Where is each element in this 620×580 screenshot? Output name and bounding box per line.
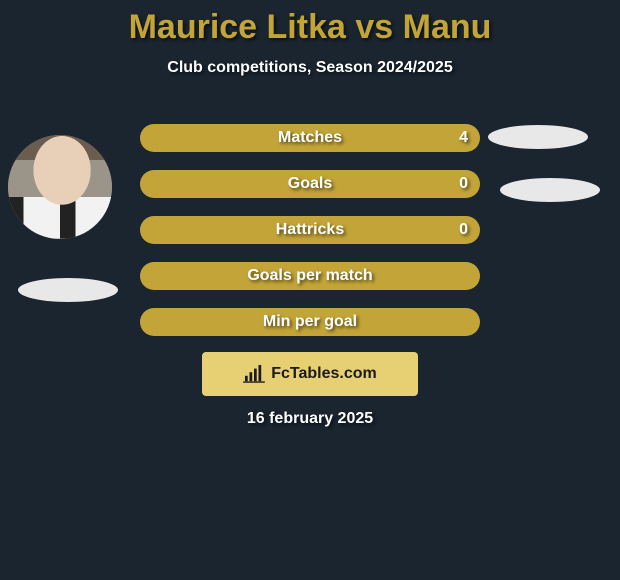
stat-bar: Hattricks0 <box>140 216 480 244</box>
stat-bar-value: 4 <box>459 124 468 152</box>
stat-bar: Min per goal <box>140 308 480 336</box>
player1-photo <box>8 135 112 239</box>
stat-bar: Goals0 <box>140 170 480 198</box>
date-text: 16 february 2025 <box>0 410 620 428</box>
stat-bar-label: Min per goal <box>140 308 480 336</box>
stat-bar-value: 0 <box>459 170 468 198</box>
stat-bar: Goals per match <box>140 262 480 290</box>
vs-text: vs <box>346 8 403 46</box>
stat-bar-label: Matches <box>140 124 480 152</box>
player1-photo-placeholder <box>8 135 112 239</box>
player1-name: Maurice Litka <box>129 8 346 46</box>
player2-ellipse-2 <box>500 178 600 202</box>
stat-bar-value: 0 <box>459 216 468 244</box>
bar-chart-icon <box>243 365 265 383</box>
branding-badge: FcTables.com <box>202 352 418 396</box>
player2-ellipse-1 <box>488 125 588 149</box>
subtitle: Club competitions, Season 2024/2025 <box>0 59 620 77</box>
branding-text: FcTables.com <box>271 365 377 383</box>
stat-bar-label: Goals <box>140 170 480 198</box>
stat-bar-label: Goals per match <box>140 262 480 290</box>
stat-bars: Matches4Goals0Hattricks0Goals per matchM… <box>140 124 480 354</box>
player2-name: Manu <box>403 8 492 46</box>
page-title: Maurice Litka vs Manu <box>0 0 620 47</box>
stat-bar: Matches4 <box>140 124 480 152</box>
stat-bar-label: Hattricks <box>140 216 480 244</box>
player1-shadow-ellipse <box>18 278 118 302</box>
